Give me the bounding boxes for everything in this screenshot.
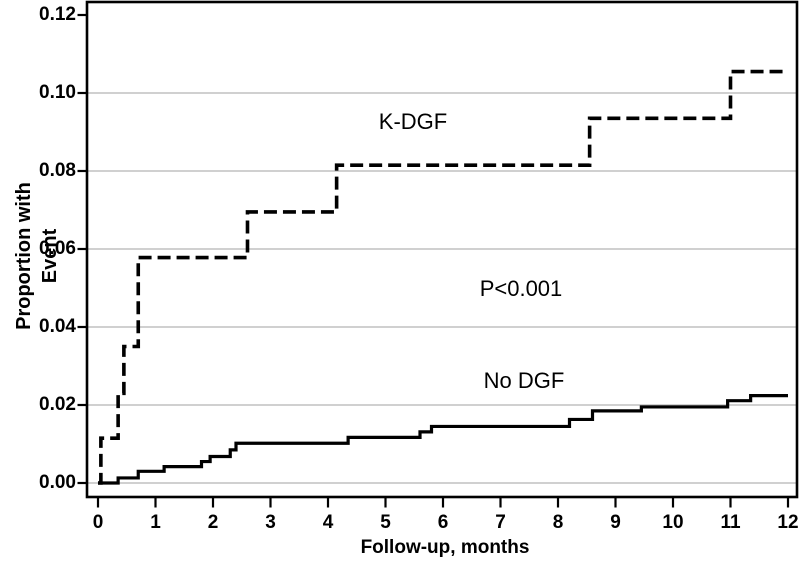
y-tick-label: 0.08	[39, 160, 76, 181]
x-axis-title: Follow-up, months	[360, 537, 530, 558]
kdgf-curve-label: K-DGF	[378, 109, 448, 134]
y-tick-label: 0.00	[39, 472, 76, 493]
x-tick-label: 9	[610, 512, 621, 533]
x-tick-label: 10	[662, 512, 684, 533]
x-tick-label: 0	[92, 512, 104, 533]
plot-border	[85, 0, 799, 499]
nodgf-curve	[98, 394, 788, 485]
p-value-label: P<0.001	[479, 276, 563, 301]
y-tick-label: 0.04	[39, 316, 76, 337]
x-tick-label: 1	[150, 512, 161, 533]
y-axis-title: Proportion with Event	[13, 182, 61, 330]
y-tick-label: 0.02	[39, 394, 76, 415]
x-tick-label: 5	[380, 512, 391, 533]
x-tick-label: 11	[720, 512, 741, 533]
x-tick-label: 3	[265, 512, 276, 533]
x-tick-label: 4	[322, 512, 334, 533]
x-tick-label: 2	[207, 512, 219, 533]
x-tick-label: 12	[777, 512, 799, 533]
kdgf-curve	[98, 69, 788, 485]
y-tick-label: 0.06	[39, 238, 76, 259]
y-tick-label: 0.10	[39, 82, 76, 103]
nodgf-curve-label: No DGF	[483, 368, 565, 393]
x-tick-label: 7	[495, 512, 506, 533]
x-tick-label: 6	[437, 512, 449, 533]
x-tick-label: 8	[552, 512, 564, 533]
y-tick-label: 0.12	[39, 4, 76, 25]
